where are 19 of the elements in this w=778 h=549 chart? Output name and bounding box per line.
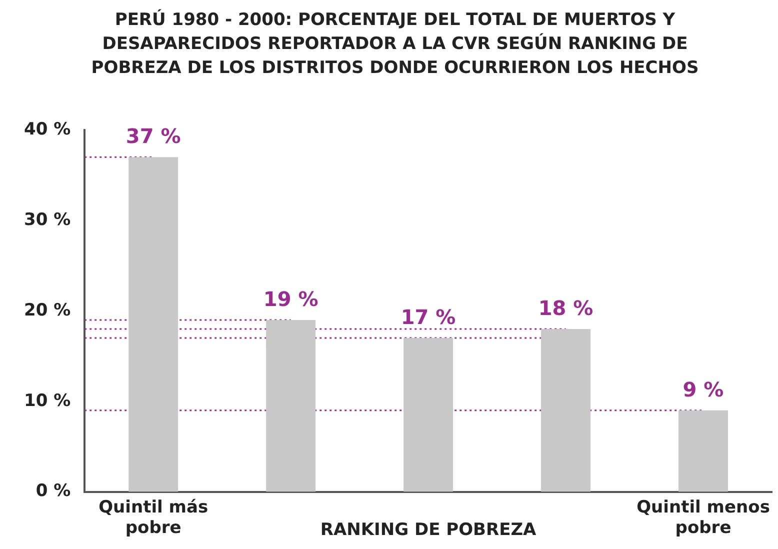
data-label: 18 % [538, 296, 594, 320]
chart-title: PERÚ 1980 - 2000: PORCENTAJE DEL TOTAL DE MUERTOS Y DESAPARECIDOS REPORTADOR A LA CVR SEGÚN RANKING DE POBREZA DE LOS DISTRITOS DONDE OCURRIERON LOS HECHOS [90, 8, 700, 80]
y-tick-label: 0 % [36, 481, 71, 502]
bar [128, 157, 178, 492]
x-tick-label: Quintil menos pobre [636, 497, 770, 538]
x-axis-title: RANKING DE POBREZA [320, 520, 538, 540]
x-tick-label: Quintil más pobre [98, 497, 208, 538]
y-tick-label: 20 % [24, 300, 71, 320]
y-tick-label: 40 % [24, 119, 71, 140]
bar [266, 320, 316, 492]
y-tick-label: 10 % [24, 390, 71, 411]
bar [404, 338, 454, 492]
data-label: 9 % [682, 377, 724, 402]
data-label: 19 % [263, 286, 318, 311]
data-label: 37 % [126, 124, 181, 148]
y-tick-label: 30 % [24, 210, 71, 230]
bar [678, 410, 728, 492]
data-label: 17 % [400, 305, 456, 330]
bar [541, 328, 591, 492]
